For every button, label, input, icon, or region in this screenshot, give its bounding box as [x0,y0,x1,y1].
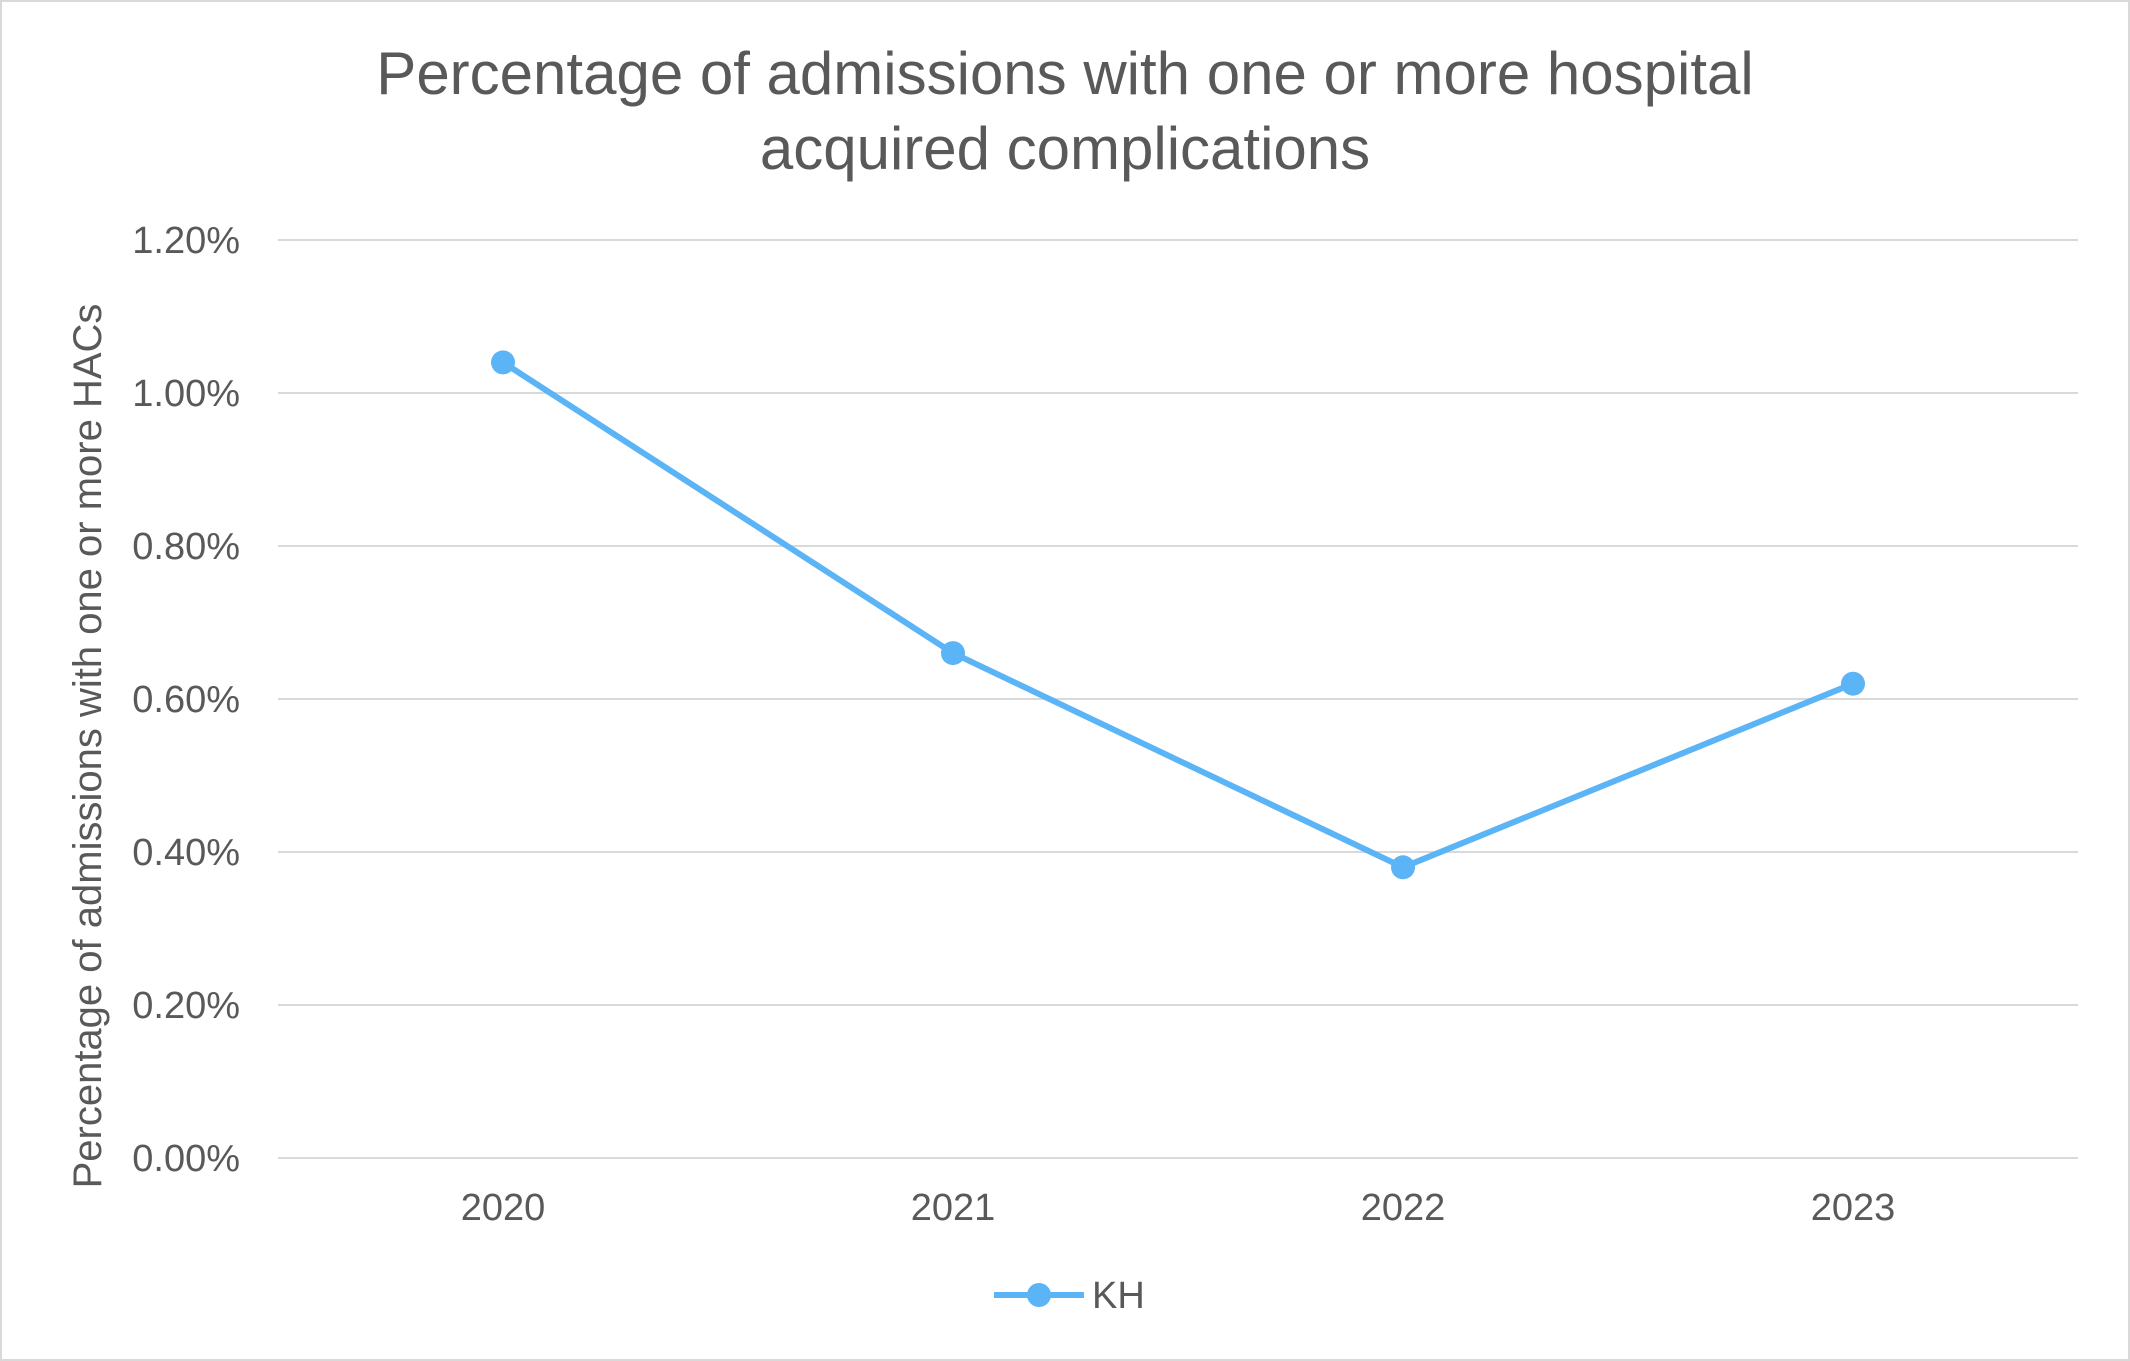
y-axis-title: Percentage of admissions with one or mor… [66,304,110,1189]
chart-title-line-1: Percentage of admissions with one or mor… [376,40,1754,107]
gridlines [278,239,2078,1159]
x-tick-label: 2023 [1811,1187,1896,1229]
series-line-kh [500,359,1856,871]
series-layer [491,350,1865,880]
data-point [941,641,965,666]
x-tick-label: 2022 [1361,1187,1446,1229]
y-axis-tick-labels: 0.00% 0.20% 0.40% 0.60% 0.80% 1.00% 1.20% [132,220,240,1180]
y-tick-label: 0.40% [132,832,240,874]
y-tick-label: 1.20% [132,220,240,262]
legend-label: KH [1092,1275,1145,1317]
y-tick-label: 1.00% [132,373,240,415]
legend: KH [994,1275,1145,1317]
y-tick-label: 0.20% [132,985,240,1027]
chart-title: Percentage of admissions with one or mor… [0,36,2130,186]
data-point [1841,671,1865,696]
y-tick-label: 0.00% [132,1138,240,1180]
x-tick-label: 2021 [911,1187,996,1229]
data-point [1391,855,1415,880]
legend-point-marker [1027,1283,1051,1307]
data-point [491,350,515,375]
chart-title-line-2: acquired complications [759,115,1371,182]
x-tick-label: 2020 [461,1187,546,1229]
x-axis-tick-labels: 2020 2021 2022 2023 [461,1187,1896,1229]
y-tick-label: 0.80% [132,526,240,568]
y-tick-label: 0.60% [132,679,240,721]
